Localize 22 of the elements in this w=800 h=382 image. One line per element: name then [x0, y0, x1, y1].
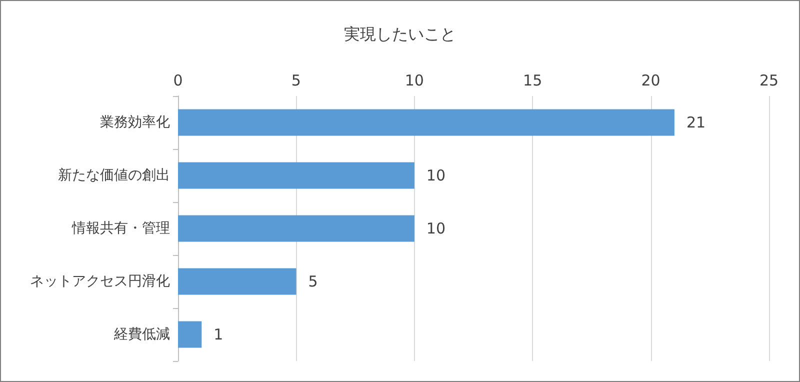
- bar: [178, 162, 414, 189]
- data-label: 1: [214, 326, 224, 344]
- bar: [178, 268, 296, 295]
- chart-title: 実現したいこと: [344, 24, 456, 44]
- y-tick-label: 情報共有・管理: [71, 220, 170, 236]
- y-tick-label: 業務効率化: [100, 114, 170, 130]
- bar: [178, 321, 202, 348]
- x-tick-label: 0: [173, 72, 183, 90]
- data-label: 21: [686, 114, 706, 132]
- data-label: 5: [308, 272, 318, 290]
- bar: [178, 215, 414, 242]
- y-tick-label: 経費低減: [113, 326, 170, 342]
- x-tick-label: 10: [404, 72, 424, 90]
- y-tick-label: 新たな価値の創出: [58, 168, 170, 184]
- x-tick-label: 25: [759, 72, 779, 90]
- x-tick-label: 5: [291, 72, 301, 90]
- x-tick-label: 15: [523, 72, 542, 90]
- y-tick-label: ネットアクセス円滑化: [30, 274, 170, 290]
- data-label: 10: [426, 220, 446, 238]
- data-label: 10: [426, 166, 446, 184]
- x-tick-label: 20: [641, 72, 660, 90]
- bar: [178, 109, 674, 136]
